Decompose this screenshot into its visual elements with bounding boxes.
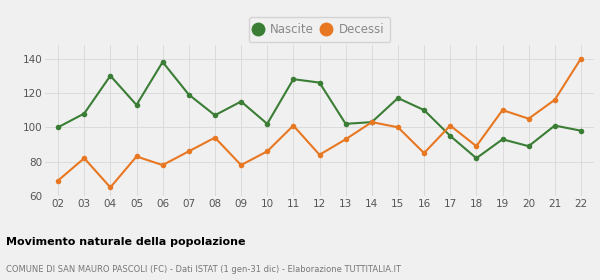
Decessi: [133, 155, 140, 158]
Decessi: [238, 164, 245, 167]
Nascite: [368, 120, 376, 124]
Nascite: [159, 60, 166, 64]
Decessi: [159, 164, 166, 167]
Text: COMUNE DI SAN MAURO PASCOLI (FC) - Dati ISTAT (1 gen-31 dic) - Elaborazione TUTT: COMUNE DI SAN MAURO PASCOLI (FC) - Dati …: [6, 265, 401, 274]
Decessi: [421, 151, 428, 155]
Nascite: [525, 144, 532, 148]
Nascite: [421, 108, 428, 112]
Line: Nascite: Nascite: [55, 59, 584, 161]
Nascite: [577, 129, 584, 132]
Decessi: [342, 138, 349, 141]
Decessi: [211, 136, 218, 139]
Decessi: [107, 186, 114, 189]
Decessi: [499, 108, 506, 112]
Nascite: [551, 124, 559, 127]
Decessi: [368, 120, 376, 124]
Nascite: [499, 138, 506, 141]
Decessi: [525, 117, 532, 120]
Decessi: [394, 126, 401, 129]
Decessi: [446, 124, 454, 127]
Nascite: [211, 114, 218, 117]
Nascite: [263, 122, 271, 125]
Nascite: [342, 122, 349, 125]
Nascite: [290, 78, 297, 81]
Decessi: [473, 144, 480, 148]
Nascite: [238, 100, 245, 103]
Nascite: [80, 112, 88, 115]
Nascite: [133, 103, 140, 107]
Nascite: [473, 157, 480, 160]
Nascite: [107, 74, 114, 77]
Decessi: [577, 57, 584, 60]
Decessi: [185, 150, 193, 153]
Decessi: [290, 124, 297, 127]
Nascite: [394, 96, 401, 100]
Legend: Nascite, Decessi: Nascite, Decessi: [249, 17, 390, 42]
Nascite: [55, 126, 62, 129]
Nascite: [185, 93, 193, 96]
Decessi: [551, 98, 559, 101]
Decessi: [316, 153, 323, 157]
Decessi: [55, 179, 62, 182]
Nascite: [316, 81, 323, 84]
Line: Decessi: Decessi: [55, 56, 584, 190]
Decessi: [263, 150, 271, 153]
Nascite: [446, 134, 454, 137]
Text: Movimento naturale della popolazione: Movimento naturale della popolazione: [6, 237, 245, 247]
Decessi: [80, 157, 88, 160]
